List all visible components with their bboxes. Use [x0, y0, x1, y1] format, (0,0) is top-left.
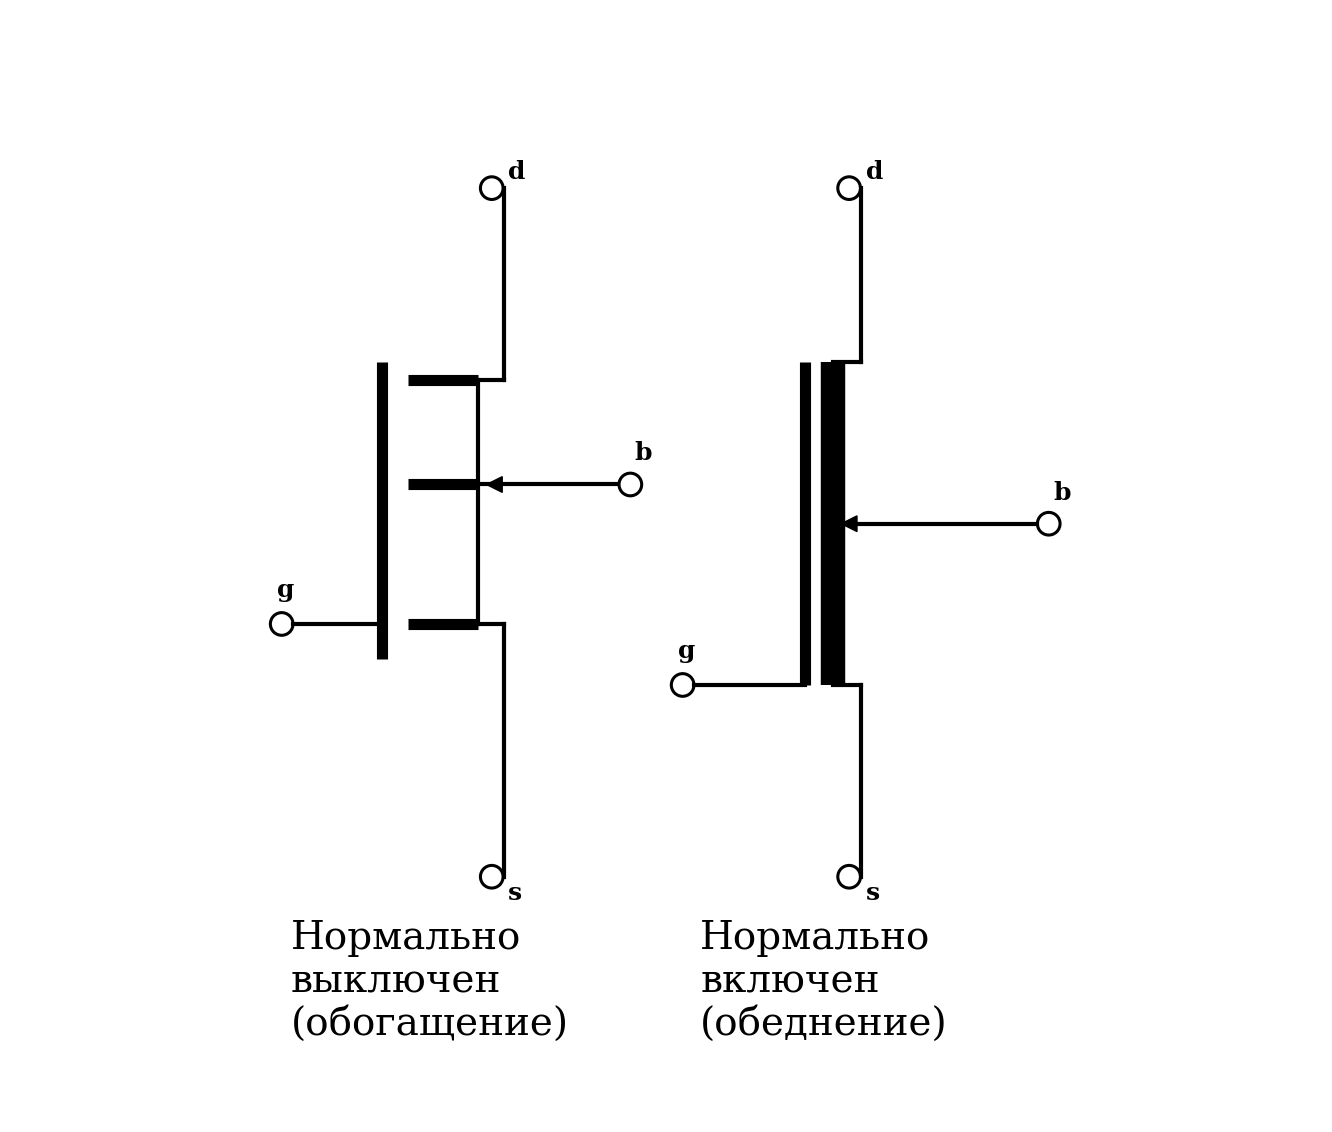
Text: b: b: [1054, 481, 1071, 505]
Polygon shape: [486, 477, 502, 492]
Text: Нормально
выключен
(обогащение): Нормально выключен (обогащение): [290, 920, 569, 1043]
Text: s: s: [866, 881, 880, 906]
Text: s: s: [509, 881, 522, 906]
Text: d: d: [509, 160, 526, 183]
Text: g: g: [678, 640, 695, 663]
Text: g: g: [277, 578, 294, 602]
Text: b: b: [635, 441, 653, 465]
Text: Нормально
включен
(обеднение): Нормально включен (обеднение): [701, 920, 948, 1043]
Polygon shape: [842, 516, 856, 532]
Text: d: d: [866, 160, 883, 183]
